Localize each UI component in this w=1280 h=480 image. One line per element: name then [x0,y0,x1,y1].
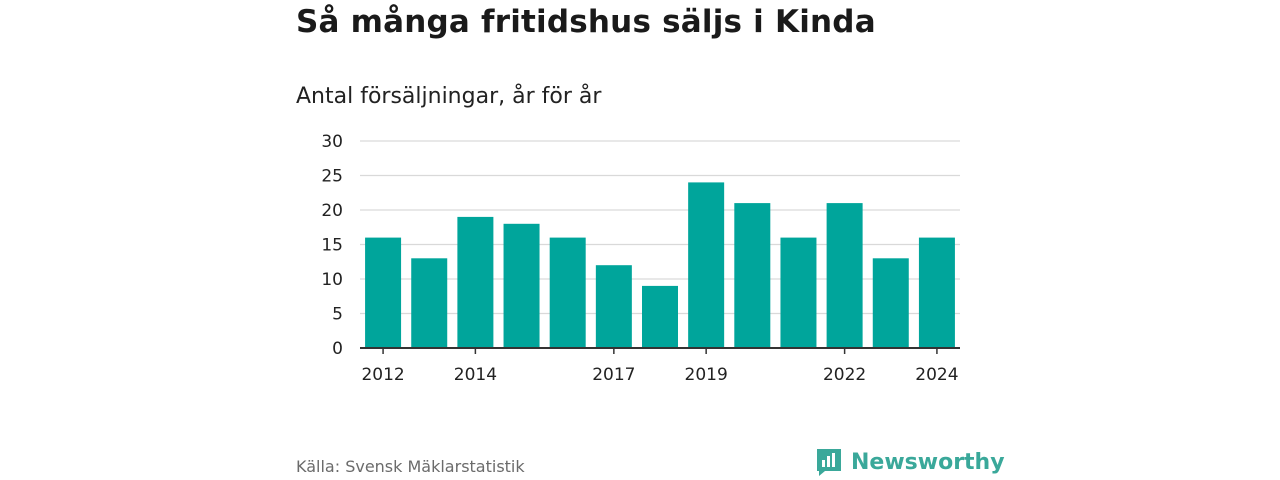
bar [642,285,678,348]
x-tick-label: 2022 [823,365,866,385]
bar [595,265,632,348]
bar [503,223,540,348]
bar [872,258,909,348]
newsworthy-logo: Newsworthy [815,447,1005,477]
bar-chart-logo-icon [817,449,841,476]
x-tick-label: 2024 [915,365,958,385]
bar [411,258,448,348]
bar [826,203,863,348]
source-note: Källa: Svensk Mäklarstatistik [296,457,525,476]
bar [549,237,586,348]
y-tick-label: 5 [332,305,343,325]
brand-name: Newsworthy [851,449,1005,475]
x-tick-label: 2017 [592,365,635,385]
y-tick-label: 15 [321,236,343,256]
chart-title: Så många fritidshus säljs i Kinda [296,4,876,40]
y-tick-label: 10 [321,270,343,290]
bar [365,237,402,348]
chart-subtitle: Antal försäljningar, år för år [296,84,602,109]
bar [688,182,725,348]
y-tick-label: 0 [332,339,343,359]
x-tick-label: 2012 [361,365,404,385]
bar [457,216,494,348]
y-tick-label: 20 [321,201,343,221]
bar [780,237,817,348]
bar [918,237,955,348]
y-tick-label: 30 [321,132,343,152]
y-tick-label: 25 [321,167,343,187]
bar [734,203,771,348]
x-tick-label: 2019 [685,365,728,385]
bar-chart: 0 5 10 15 20 25 30 2012 2014 2017 2019 2022 2024 [321,132,960,385]
x-tick-label: 2014 [454,365,497,385]
